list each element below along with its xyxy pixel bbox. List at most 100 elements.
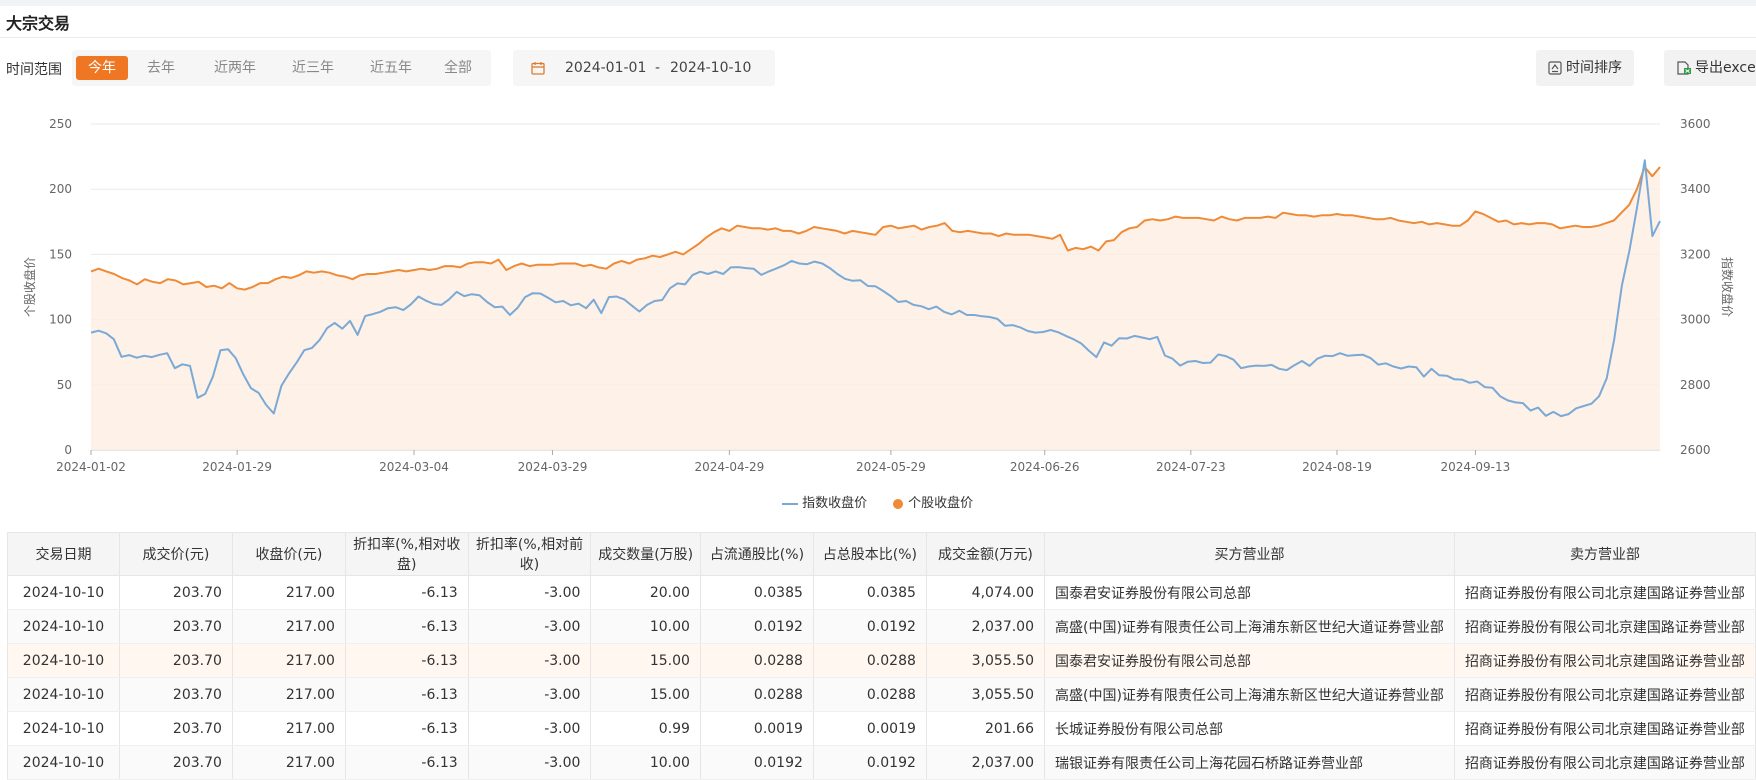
x-tick-label: 2024-05-29 <box>856 460 926 474</box>
table-cell: 3,055.50 <box>925 643 1046 678</box>
line-legend-icon <box>782 502 798 505</box>
range-button-two-years[interactable]: 近两年 <box>214 60 256 76</box>
table-cell: 3,055.50 <box>925 677 1046 712</box>
export-excel-button[interactable]: 导出excel <box>1664 50 1756 86</box>
price-chart: 0 50 100 150 200 250 2600 2800 3000 3200 3400 3600 个… <box>0 108 1756 518</box>
table-row[interactable]: 2024-10-10 203.70 217.00 -6.13 -3.00 10.00 0.0… <box>7 745 1756 780</box>
block-trade-table: 交易日期 成交价(元) 收盘价(元) 折扣率(%,相对收盘) 折扣率(%,相对前收) 成交… <box>7 532 1756 780</box>
table-row[interactable]: 2024-10-10 203.70 217.00 -6.13 -3.00 15.00 0.0… <box>7 677 1756 712</box>
legend-index-label: 指数收盘价 <box>802 496 868 511</box>
column-header[interactable]: 折扣率(%,相对收盘) <box>344 532 469 576</box>
table-row[interactable]: 2024-10-10 203.70 217.00 -6.13 -3.00 10.00 0.0… <box>7 609 1756 644</box>
table-cell: -3.00 <box>467 711 592 746</box>
table-row[interactable]: 2024-10-10 203.70 217.00 -6.13 -3.00 0.99 0.00… <box>7 711 1756 746</box>
range-button-last-year[interactable]: 去年 <box>147 60 175 76</box>
table-cell: -3.00 <box>467 643 592 678</box>
legend-item-stock[interactable]: 个股收盘价 <box>892 492 973 511</box>
calendar-icon <box>531 62 545 75</box>
range-button-all[interactable]: 全部 <box>444 60 472 76</box>
table-cell: 2,037.00 <box>925 609 1046 644</box>
range-button-this-year[interactable]: 今年 <box>76 56 128 80</box>
column-header[interactable]: 卖方营业部 <box>1453 532 1756 576</box>
table-cell: 招商证券股份有限公司北京建国路证券营业部 <box>1453 745 1756 780</box>
table-cell: -6.13 <box>344 643 469 678</box>
y-tick-label-right: 3600 <box>1680 117 1711 131</box>
table-cell: 201.66 <box>925 711 1046 746</box>
index-price-line <box>90 159 1661 418</box>
y-tick-label-right: 3200 <box>1680 247 1711 261</box>
table-cell: 15.00 <box>590 643 701 678</box>
range-button-five-years[interactable]: 近五年 <box>370 60 412 76</box>
y-tick-label-left: 50 <box>57 378 72 392</box>
table-cell: 0.0288 <box>699 677 814 712</box>
table-cell: 0.99 <box>590 711 701 746</box>
table-cell: 0.0288 <box>699 643 814 678</box>
table-cell: 2,037.00 <box>925 745 1046 780</box>
dot-legend-icon <box>893 498 903 509</box>
table-cell: 0.0192 <box>699 609 814 644</box>
column-header[interactable]: 成交金额(万元) <box>925 532 1046 576</box>
end-date[interactable]: 2024-10-10 <box>670 60 752 76</box>
range-button-three-years[interactable]: 近三年 <box>292 60 334 76</box>
column-header[interactable]: 成交价(元) <box>118 532 233 576</box>
column-header[interactable]: 折扣率(%,相对前收) <box>467 532 592 576</box>
table-body: 2024-10-10 203.70 217.00 -6.13 -3.00 20.00 0.0… <box>7 575 1756 780</box>
table-cell: -3.00 <box>467 677 592 712</box>
excel-export-icon <box>1677 61 1691 75</box>
column-header[interactable]: 占流通股比(%) <box>699 532 814 576</box>
table-cell: 0.0192 <box>812 609 927 644</box>
stock-area <box>91 167 1660 450</box>
column-header[interactable]: 成交数量(万股) <box>590 532 701 576</box>
start-date[interactable]: 2024-01-01 <box>565 60 647 76</box>
table-cell: -6.13 <box>344 745 469 780</box>
column-header[interactable]: 收盘价(元) <box>231 532 346 576</box>
table-cell: 高盛(中国)证券有限责任公司上海浦东新区世纪大道证券营业部 <box>1044 609 1455 644</box>
x-tick-label: 2024-09-13 <box>1441 460 1511 474</box>
table-cell: 203.70 <box>118 677 233 712</box>
x-tick-label: 2024-03-29 <box>518 460 588 474</box>
x-tick-label: 2024-04-29 <box>694 460 764 474</box>
export-button-label: 导出excel <box>1695 60 1756 76</box>
table-cell: 0.0288 <box>812 643 927 678</box>
y-tick-label-left: 0 <box>64 443 72 457</box>
table-cell: 0.0385 <box>699 575 814 610</box>
y-tick-label-right: 3000 <box>1680 313 1711 327</box>
table-cell: 2024-10-10 <box>7 643 120 678</box>
top-strip <box>0 0 1756 6</box>
table-cell: 217.00 <box>231 745 346 780</box>
table-cell: -6.13 <box>344 711 469 746</box>
stock-price-line <box>90 166 1661 291</box>
table-cell: 招商证券股份有限公司北京建国路证券营业部 <box>1453 711 1756 746</box>
column-header[interactable]: 买方营业部 <box>1044 532 1455 576</box>
table-cell: 瑞银证券有限责任公司上海花园石桥路证券营业部 <box>1044 745 1455 780</box>
sort-by-time-button[interactable]: 时间排序 <box>1536 50 1634 86</box>
table-cell: 217.00 <box>231 677 346 712</box>
y-tick-label-right: 2600 <box>1680 443 1711 457</box>
table-cell: 203.70 <box>118 745 233 780</box>
table-cell: 10.00 <box>590 609 701 644</box>
table-cell: 2024-10-10 <box>7 745 120 780</box>
table-cell: 长城证券股份有限公司总部 <box>1044 711 1455 746</box>
date-range-picker[interactable]: 2024-01-01 - 2024-10-10 <box>513 50 775 86</box>
y-tick-label-left: 150 <box>49 247 72 261</box>
legend-item-index[interactable]: 指数收盘价 <box>782 492 867 511</box>
column-header[interactable]: 交易日期 <box>7 532 120 576</box>
sort-button-label: 时间排序 <box>1566 60 1622 76</box>
table-cell: 0.0385 <box>812 575 927 610</box>
table-cell: 20.00 <box>590 575 701 610</box>
table-row[interactable]: 2024-10-10 203.70 217.00 -6.13 -3.00 15.00 0.0… <box>7 643 1756 678</box>
table-cell: 0.0019 <box>812 711 927 746</box>
table-cell: 217.00 <box>231 711 346 746</box>
date-separator: - <box>655 60 661 76</box>
y-axis-label-left: 个股收盘价 <box>22 257 37 317</box>
table-cell: -3.00 <box>467 575 592 610</box>
table-row[interactable]: 2024-10-10 203.70 217.00 -6.13 -3.00 20.00 0.0… <box>7 575 1756 610</box>
time-range-group: 今年 去年 近两年 近三年 近五年 全部 <box>72 50 491 86</box>
chart-svg: 0 50 100 150 200 250 2600 2800 3000 3200 3400 3600 个… <box>22 117 1735 474</box>
table-cell: 招商证券股份有限公司北京建国路证券营业部 <box>1453 575 1756 610</box>
table-cell: -6.13 <box>344 609 469 644</box>
column-header[interactable]: 占总股本比(%) <box>812 532 927 576</box>
table-cell: 国泰君安证券股份有限公司总部 <box>1044 575 1455 610</box>
x-tick-label: 2024-06-26 <box>1010 460 1080 474</box>
table-cell: 2024-10-10 <box>7 711 120 746</box>
